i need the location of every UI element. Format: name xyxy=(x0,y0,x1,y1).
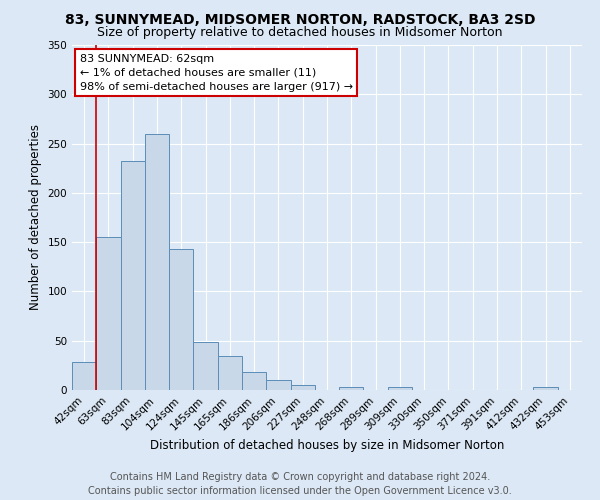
Bar xyxy=(339,387,364,390)
Y-axis label: Number of detached properties: Number of detached properties xyxy=(29,124,42,310)
Text: 83 SUNNYMEAD: 62sqm
← 1% of detached houses are smaller (11)
98% of semi-detache: 83 SUNNYMEAD: 62sqm ← 1% of detached hou… xyxy=(80,54,353,92)
Bar xyxy=(218,356,242,390)
Text: Size of property relative to detached houses in Midsomer Norton: Size of property relative to detached ho… xyxy=(97,26,503,39)
Text: Contains HM Land Registry data © Crown copyright and database right 2024.
Contai: Contains HM Land Registry data © Crown c… xyxy=(88,472,512,496)
Bar xyxy=(290,385,315,390)
Bar xyxy=(242,372,266,390)
Bar xyxy=(193,342,218,390)
Bar xyxy=(96,237,121,390)
Text: 83, SUNNYMEAD, MIDSOMER NORTON, RADSTOCK, BA3 2SD: 83, SUNNYMEAD, MIDSOMER NORTON, RADSTOCK… xyxy=(65,12,535,26)
Bar xyxy=(121,162,145,390)
Bar xyxy=(145,134,169,390)
Bar xyxy=(388,387,412,390)
Bar xyxy=(72,362,96,390)
X-axis label: Distribution of detached houses by size in Midsomer Norton: Distribution of detached houses by size … xyxy=(150,438,504,452)
Bar xyxy=(266,380,290,390)
Bar xyxy=(169,249,193,390)
Bar xyxy=(533,387,558,390)
